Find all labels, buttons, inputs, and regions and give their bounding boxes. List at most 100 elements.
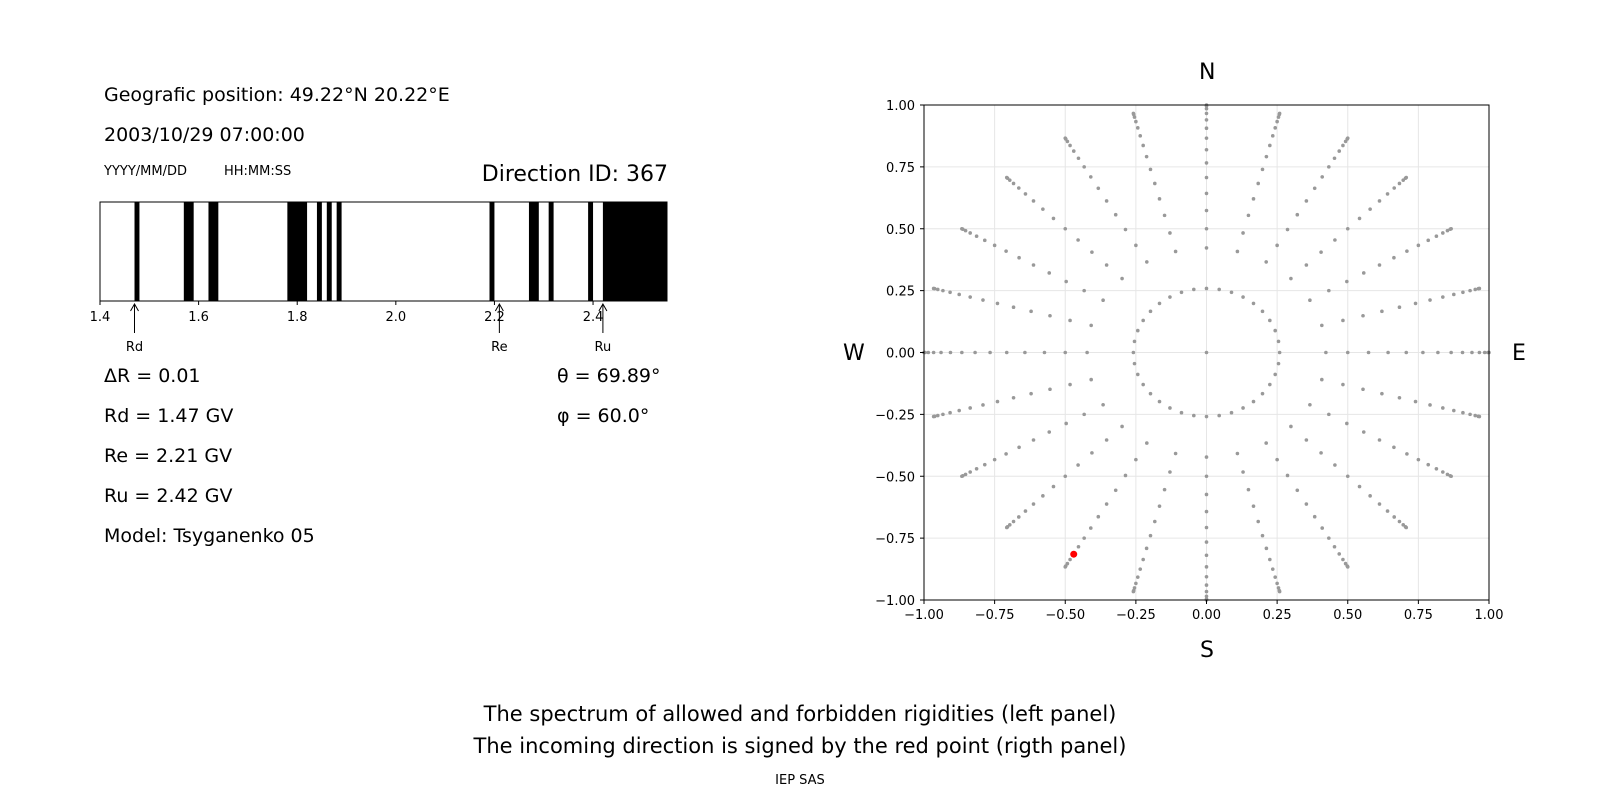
direction-point [1441,295,1445,299]
spectrum-frame [99,201,668,302]
direction-point [1132,339,1137,344]
direction-point [1145,441,1149,445]
direction-point [981,403,985,407]
direction-point [1016,515,1021,519]
direction-point [968,231,972,235]
direction-point [1204,525,1209,530]
direction-point [1275,243,1279,248]
direction-point [1327,412,1331,417]
direction-point [1068,143,1072,148]
direction-point [1368,494,1372,498]
map-x-tick-label: −0.25 [1116,608,1156,623]
direction-point [1428,403,1432,407]
direction-point [1441,470,1445,474]
direction-point [1241,231,1245,235]
direction-point [1168,231,1172,235]
direction-point [1204,175,1209,180]
direction-point [1385,192,1390,196]
direction-point [1204,208,1209,213]
direction-point [1304,199,1309,203]
direction-point [1168,406,1172,410]
direction-point [1204,161,1209,165]
direction-point [1256,519,1261,524]
marker-arrow-head [130,302,139,312]
forbidden-band [287,202,308,301]
theta-value: θ = 69.89° [557,365,661,387]
forbidden-band [336,202,342,301]
direction-point [1120,276,1124,281]
direction-point [1204,106,1209,111]
direction-point [968,470,972,474]
direction-point [1345,279,1349,284]
direction-point [1341,318,1345,323]
direction-point [1452,408,1456,413]
direction-point [1204,589,1209,594]
direction-point [935,413,940,418]
direction-point [935,287,940,292]
direction-point [1047,430,1052,434]
direction-point [1132,115,1137,119]
direction-point [1042,350,1047,355]
direction-point [1204,553,1209,558]
direction-point [1138,567,1143,571]
direction-point [1477,286,1482,291]
direction-point [957,292,961,297]
direction-point [1076,463,1080,467]
direction-point [1104,438,1109,442]
forbidden-band [208,202,219,301]
direction-point [1357,484,1362,489]
spectrum-tick-label: 1.8 [287,310,308,325]
direction-point [1386,350,1390,355]
direction-point [1319,451,1323,455]
direction-point [1377,438,1382,442]
direction-point [1041,494,1045,498]
direction-point [1341,382,1345,387]
direction-point [1428,298,1432,302]
direction-point [1405,452,1409,456]
spectrum-tick-label: 1.6 [188,310,209,325]
direction-point [1145,260,1149,264]
direction-point [1452,292,1456,297]
direction-point [1295,212,1300,217]
direction-point [981,298,985,302]
direction-point [1157,301,1162,306]
geo-position: Geografic position: 49.22°N 20.22°E [104,84,450,106]
map-y-tick-label: −0.25 [875,408,915,423]
direction-point [1031,502,1036,506]
direction-point [1162,487,1167,492]
direction-point [1023,192,1028,196]
direction-point [1051,484,1056,489]
direction-point [1251,301,1256,306]
direction-point [1327,165,1331,169]
map-y-tick-label: −0.50 [875,470,915,485]
direction-point [1264,260,1268,264]
direction-point [1441,406,1445,410]
model-label: Model: Tsyganenko 05 [104,525,315,547]
direction-point [1051,216,1056,221]
spectrum-tick-label: 2.4 [583,310,604,325]
direction-point [1264,546,1269,551]
direction-point [1304,502,1309,506]
rd-value: Rd = 1.47 GV [104,405,234,427]
direction-point [1173,249,1178,254]
direction-point [1473,413,1478,418]
direction-point [1135,126,1140,130]
direction-point [1273,372,1278,377]
map-x-tick-label: −0.50 [1045,608,1085,623]
direction-point [1404,175,1409,180]
direction-point [1204,350,1209,355]
direction-point [1341,557,1345,562]
direction-point [1076,156,1081,161]
direction-point [1096,514,1101,519]
direction-point [1470,350,1474,355]
direction-point [1312,514,1317,519]
map-x-tick-label: 0.75 [1404,608,1433,623]
direction-point [1132,361,1137,366]
direction-point [1141,143,1145,148]
direction-point [1324,350,1328,355]
direction-point [1449,350,1453,355]
direction-point [1256,181,1261,186]
direction-point [1320,526,1325,530]
direction-point [1449,226,1453,231]
direction-point [1285,227,1290,232]
